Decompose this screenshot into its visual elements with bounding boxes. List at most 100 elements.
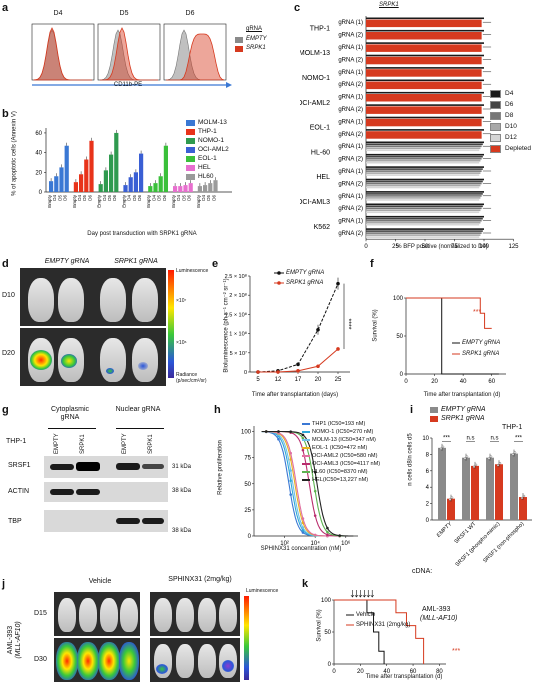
panel-e-letter: e — [212, 258, 219, 270]
x-tick-label: D6 — [87, 195, 92, 201]
significance-label: *** — [515, 436, 523, 442]
bar — [366, 166, 484, 168]
y-tick-label: 0 — [248, 534, 252, 540]
legend-swatch — [302, 471, 310, 473]
data-point — [316, 364, 320, 369]
bar — [366, 129, 484, 131]
mouse-image — [58, 598, 76, 632]
y-tick-label: 100 — [321, 598, 332, 604]
legend-swatch — [490, 122, 501, 131]
data-point — [301, 437, 305, 440]
legend-swatch — [490, 89, 501, 98]
bar — [366, 228, 484, 230]
legend-item: HL60 — [186, 172, 229, 181]
cell-line-label: EOL-1 — [310, 125, 330, 132]
bar — [197, 186, 202, 192]
panel-b-xlabel: Day post transduction with SRPK1 gRNA — [87, 231, 197, 237]
y-tick-label: 0 — [244, 370, 247, 376]
data-point — [463, 457, 467, 460]
bar — [510, 453, 518, 520]
bar — [59, 167, 64, 192]
lane-label: SRPK1 — [80, 434, 86, 454]
panel-k-ylabel: Survival (%) — [316, 609, 323, 642]
panel-k-title-1: AML-393 — [422, 606, 451, 613]
data-point — [313, 514, 317, 517]
bar — [462, 457, 470, 520]
mouse-image — [79, 598, 97, 632]
x-tick-label: D5 — [107, 195, 112, 201]
x-tick-label: 0 — [332, 669, 336, 675]
grna-label: gRNA (2) — [338, 157, 363, 163]
luminescence-scale-bar — [244, 596, 249, 680]
panel-g-group-cytoplasmic: Cytoplasmic gRNA — [50, 406, 90, 421]
protein-label-srsf1: SRSF1 — [8, 462, 31, 469]
panel-e-chart: 0 5 × 10⁷ 1 × 10⁸ 1.5 × 10⁸ 2 × 10⁸ 2.5 × 10⁸… — [225, 271, 350, 383]
bar — [471, 465, 479, 520]
panel-e-significance: **** — [344, 318, 352, 330]
bar — [366, 42, 484, 44]
bar — [366, 69, 482, 77]
panel-g-letter: g — [2, 404, 9, 416]
bar — [98, 184, 103, 192]
series-line — [258, 348, 339, 373]
panel-k-chart: 0 50 100 0 20 40 60 80 — [321, 590, 446, 675]
panel-h-xlabel: SPHINX31 concentration (nM) — [260, 546, 342, 552]
legend-label: THP1 (IC50=193 nM) — [312, 421, 366, 427]
grna-label: gRNA (2) — [338, 107, 363, 113]
bar — [366, 205, 483, 208]
panel-g-cell: THP-1 — [6, 438, 27, 445]
grna-label: gRNA (1) — [338, 119, 363, 125]
bar — [366, 180, 483, 183]
x-tick-label: SRSF1 WT — [454, 521, 478, 545]
data-point — [439, 447, 443, 450]
panel-h-letter: h — [214, 404, 221, 416]
legend-swatch — [302, 423, 310, 425]
bar — [188, 183, 193, 192]
legend-srpk1-swatch — [430, 416, 438, 422]
grna-label: gRNA (2) — [338, 132, 363, 138]
cell-line-label: HL-60 — [311, 149, 330, 156]
bar — [366, 145, 482, 148]
y-tick-label: 50 — [324, 630, 331, 636]
bar — [366, 157, 482, 160]
x-tick-label: SRSF1 (non-phospho) — [482, 521, 525, 564]
y-tick-label: 8 — [426, 452, 430, 458]
bar — [438, 447, 446, 520]
y-tick-label: 20 — [35, 170, 42, 176]
panel-j-photo-vehicle-d15 — [54, 592, 140, 636]
legend-item: EOL-1 — [186, 154, 229, 163]
bar — [89, 140, 94, 192]
mouse-image — [100, 338, 126, 382]
grna-label: gRNA (2) — [338, 181, 363, 187]
legend-item: OCI-AML3 (IC50=4117 nM) — [302, 460, 380, 468]
y-tick-label: 50 — [244, 482, 251, 488]
lane-label: EMPTY — [122, 433, 128, 454]
data-point — [511, 453, 515, 456]
legend-swatch — [490, 133, 501, 142]
x-tick-label: 5 — [256, 377, 260, 383]
legend-swatch — [186, 164, 195, 171]
mouse-image — [100, 278, 126, 322]
mouse-image — [132, 278, 158, 322]
legend-item: D10 — [490, 121, 531, 132]
bar — [366, 170, 482, 172]
data-point — [450, 496, 454, 499]
legend-item: THP-1 — [186, 127, 229, 136]
axis-arrowhead — [226, 82, 232, 88]
panel-c-xlabel: % BFP positive (normalized to D4) — [396, 244, 488, 250]
panel-j-letter: j — [2, 578, 6, 590]
legend-swatch — [186, 155, 195, 162]
legend-item: HEL — [186, 163, 229, 172]
protein-label-actin: ACTIN — [8, 488, 29, 495]
legend-srpk1-swatch — [235, 46, 243, 52]
grna-label: gRNA (2) — [338, 82, 363, 88]
bar — [366, 118, 482, 127]
x-tick-label: Empty — [146, 194, 151, 208]
legend-item: OCI-AML2 — [186, 145, 229, 154]
legend-swatch — [490, 111, 501, 120]
mouse-image — [28, 278, 54, 322]
legend-label: MOLM-13 — [198, 119, 227, 126]
bar — [366, 236, 480, 238]
panel-f-xlabel: Time after transplantation (d) — [423, 392, 501, 398]
panel-j-side-label-1: AML-393 — [7, 625, 14, 655]
